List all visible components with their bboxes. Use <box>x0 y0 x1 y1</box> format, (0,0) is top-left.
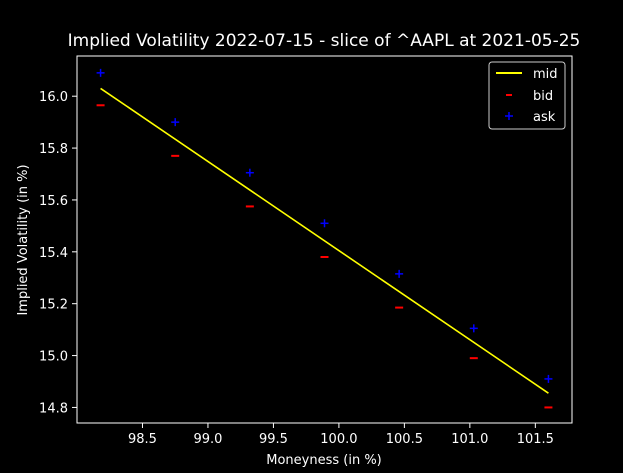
legend-mid-label: mid <box>533 67 558 82</box>
x-tick-label: 99.5 <box>259 432 288 447</box>
legend-ask-label: ask <box>533 110 556 125</box>
x-tick-label: 100.5 <box>386 432 423 447</box>
y-tick-label: 15.0 <box>39 350 68 365</box>
y-axis-label: Implied Volatility (in %) <box>16 164 31 315</box>
legend: mid bid ask <box>488 61 566 130</box>
point-ask <box>469 324 478 333</box>
chart-title: Implied Volatility 2022-07-15 - slice of… <box>68 31 581 51</box>
plot-frame <box>76 55 573 424</box>
point-ask <box>96 68 105 77</box>
y-tick-label: 14.8 <box>39 401 68 416</box>
y-tick-label: 16.0 <box>39 90 68 105</box>
y-tick-label: 15.4 <box>39 246 68 261</box>
y-tick-label: 15.8 <box>39 142 68 157</box>
legend-bid-label: bid <box>533 89 553 104</box>
legend-box <box>488 61 566 130</box>
x-tick-label: 98.5 <box>128 432 157 447</box>
point-ask <box>395 269 404 278</box>
point-ask <box>320 219 329 228</box>
x-axis-label: Moneyness (in %) <box>266 453 382 468</box>
x-axis: 98.5 99.0 99.5 100.0 100.5 101.0 101.5 <box>128 423 554 447</box>
point-ask <box>544 374 553 383</box>
x-tick-label: 101.0 <box>451 432 488 447</box>
legend-ask-swatch <box>505 112 513 120</box>
series-line-mid <box>100 87 549 394</box>
x-tick-label: 99.0 <box>193 432 222 447</box>
point-ask <box>171 118 180 127</box>
point-ask <box>245 168 254 177</box>
x-tick-label: 100.0 <box>320 432 357 447</box>
series-layer <box>96 68 553 409</box>
y-tick-label: 15.2 <box>39 298 68 313</box>
y-axis: 14.8 15.0 15.2 15.4 15.6 15.8 16.0 <box>39 90 77 416</box>
y-tick-label: 15.6 <box>39 194 68 209</box>
x-tick-label: 101.5 <box>517 432 554 447</box>
